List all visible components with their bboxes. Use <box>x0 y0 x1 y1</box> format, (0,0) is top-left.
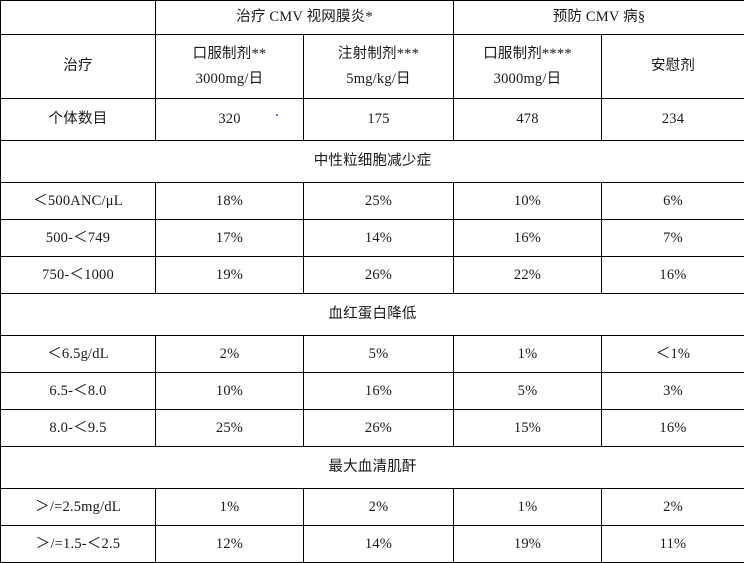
row-value: 15% <box>454 410 602 447</box>
section-header-row: 最大血清肌酐 <box>1 447 744 489</box>
row-label: 500-＜749 <box>1 220 156 257</box>
table-row: 750-＜1000 19% 26% 22% 16% <box>1 257 744 294</box>
row-value: 1% <box>454 489 602 526</box>
row-value: 19% <box>454 526 602 563</box>
row-value: 12% <box>156 526 304 563</box>
stray-mark-icon <box>276 114 278 116</box>
subject-count-value: 478 <box>454 99 602 141</box>
subject-count-value: 234 <box>602 99 744 141</box>
table-sheet: 治疗 CMV 视网膜炎* 预防 CMV 病§ 治疗 口服制剂** 3000mg/… <box>0 0 744 524</box>
row-value: 16% <box>304 373 454 410</box>
row-value: 25% <box>304 183 454 220</box>
row-value: 1% <box>454 336 602 373</box>
row-value: 16% <box>602 410 744 447</box>
column-header-row-label: 治疗 <box>1 35 156 99</box>
subject-count-value: 320 <box>156 99 304 141</box>
column-header-name: 口服制剂** <box>158 45 301 63</box>
group-header-row: 治疗 CMV 视网膜炎* 预防 CMV 病§ <box>1 1 744 35</box>
row-value: 2% <box>602 489 744 526</box>
row-value: 1% <box>156 489 304 526</box>
section-header-row: 中性粒细胞减少症 <box>1 141 744 183</box>
section-title-creatinine: 最大血清肌酐 <box>1 447 744 489</box>
column-header-dose: 5mg/kg/日 <box>306 70 451 88</box>
row-value: 16% <box>454 220 602 257</box>
column-header-oral-prophylaxis: 口服制剂**** 3000mg/日 <box>454 35 602 99</box>
row-value: 14% <box>304 526 454 563</box>
table-row: ＞/=2.5mg/dL 1% 2% 1% 2% <box>1 489 744 526</box>
table-row: 500-＜749 17% 14% 16% 7% <box>1 220 744 257</box>
section-header-row: 血红蛋白降低 <box>1 294 744 336</box>
row-value: 22% <box>454 257 602 294</box>
row-value: 5% <box>454 373 602 410</box>
subject-count-label: 个体数目 <box>1 99 156 141</box>
table-row: ＜500ANC/μL 18% 25% 10% 6% <box>1 183 744 220</box>
row-label: 8.0-＜9.5 <box>1 410 156 447</box>
row-value: 7% <box>602 220 744 257</box>
column-header-dose: 3000mg/日 <box>456 70 599 88</box>
row-value: 3% <box>602 373 744 410</box>
row-value: 26% <box>304 410 454 447</box>
table-row: 6.5-＜8.0 10% 16% 5% 3% <box>1 373 744 410</box>
column-header-dose: 3000mg/日 <box>158 70 301 88</box>
row-value: 25% <box>156 410 304 447</box>
column-header-placebo: 安慰剂 <box>602 35 744 99</box>
column-header-name: 注射制剂*** <box>306 45 451 63</box>
row-label: 6.5-＜8.0 <box>1 373 156 410</box>
row-value: ＜1% <box>602 336 744 373</box>
row-value: 26% <box>304 257 454 294</box>
row-value: 10% <box>454 183 602 220</box>
section-title-hemoglobin: 血红蛋白降低 <box>1 294 744 336</box>
row-label: ＞/=2.5mg/dL <box>1 489 156 526</box>
column-header-row: 治疗 口服制剂** 3000mg/日 注射制剂*** 5mg/kg/日 口服制剂… <box>1 35 744 99</box>
row-label: ＜6.5g/dL <box>1 336 156 373</box>
subject-count-row: 个体数目 320 175 478 234 <box>1 99 744 141</box>
row-value: 2% <box>156 336 304 373</box>
group-header-prophylaxis: 预防 CMV 病§ <box>454 1 744 35</box>
subject-count-value: 175 <box>304 99 454 141</box>
table-row: ＞/=1.5-＜2.5 12% 14% 19% 11% <box>1 526 744 563</box>
row-value: 19% <box>156 257 304 294</box>
row-label: 750-＜1000 <box>1 257 156 294</box>
group-header-spacer <box>1 1 156 35</box>
group-header-treatment: 治疗 CMV 视网膜炎* <box>156 1 454 35</box>
row-value: 17% <box>156 220 304 257</box>
row-value: 6% <box>602 183 744 220</box>
column-header-oral-treatment: 口服制剂** 3000mg/日 <box>156 35 304 99</box>
row-value: 5% <box>304 336 454 373</box>
row-value: 10% <box>156 373 304 410</box>
row-value: 16% <box>602 257 744 294</box>
column-header-name: 口服制剂**** <box>456 45 599 63</box>
row-label: ＞/=1.5-＜2.5 <box>1 526 156 563</box>
row-value: 11% <box>602 526 744 563</box>
table-row: 8.0-＜9.5 25% 26% 15% 16% <box>1 410 744 447</box>
table-row: ＜6.5g/dL 2% 5% 1% ＜1% <box>1 336 744 373</box>
row-value: 14% <box>304 220 454 257</box>
section-title-neutropenia: 中性粒细胞减少症 <box>1 141 744 183</box>
column-header-injection-treatment: 注射制剂*** 5mg/kg/日 <box>304 35 454 99</box>
row-value: 2% <box>304 489 454 526</box>
row-value: 18% <box>156 183 304 220</box>
row-label: ＜500ANC/μL <box>1 183 156 220</box>
